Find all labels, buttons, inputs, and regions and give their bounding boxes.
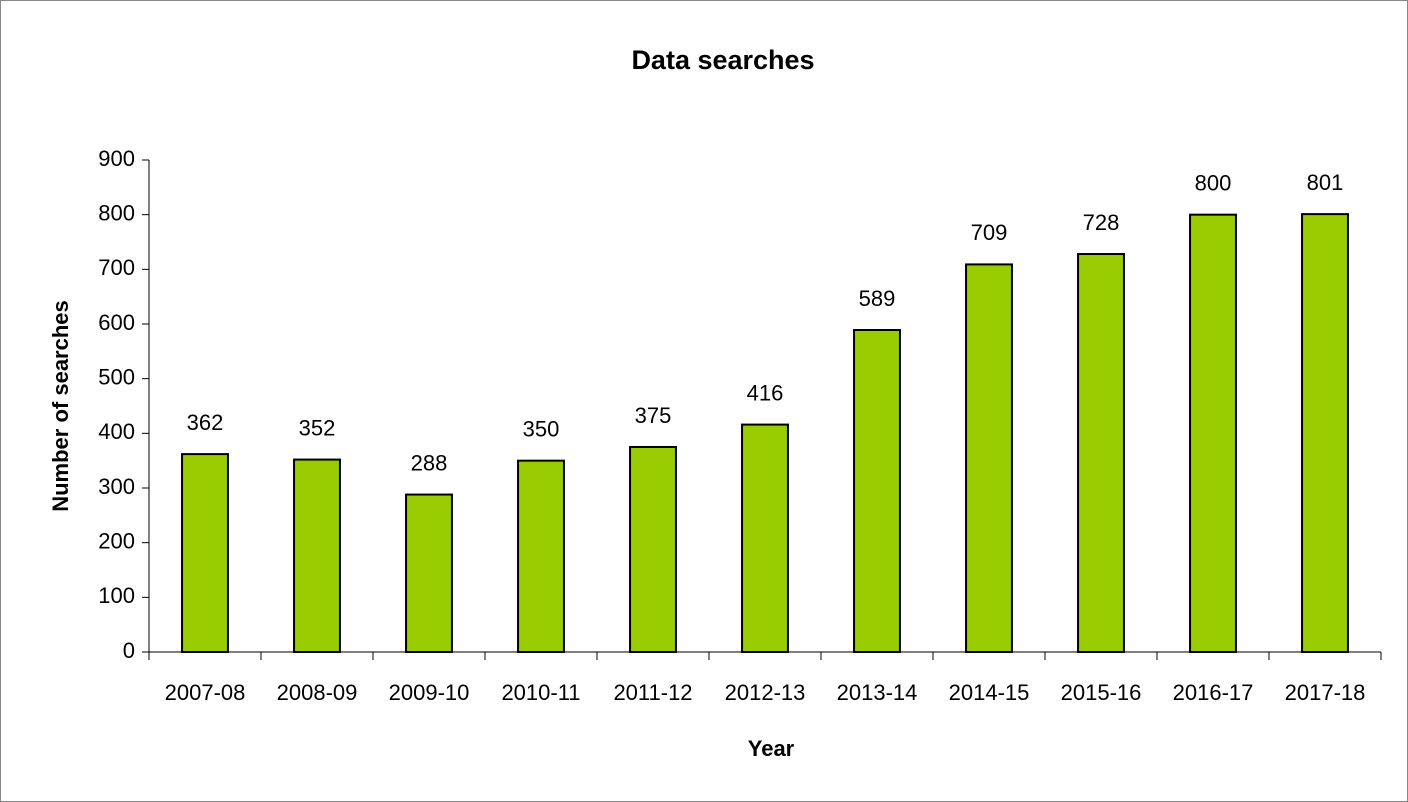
data-label: 350: [523, 416, 560, 441]
y-axis-label: Number of searches: [48, 300, 73, 512]
bar: [741, 423, 789, 653]
data-label: 800: [1195, 170, 1232, 195]
bar: [629, 446, 677, 653]
data-label: 288: [411, 450, 448, 475]
bar: [965, 263, 1013, 653]
x-tick-label: 2015-16: [1061, 680, 1142, 705]
bar: [1189, 213, 1237, 654]
bar: [1301, 213, 1349, 653]
bar: [517, 459, 565, 653]
x-tick-label: 2010-11: [501, 680, 580, 705]
bar: [293, 458, 341, 653]
y-tick-label: 300: [98, 474, 135, 499]
y-tick-label: 400: [98, 419, 135, 444]
y-tick-label: 200: [98, 528, 135, 553]
x-tick-label: 2009-10: [389, 680, 470, 705]
x-tick-label: 2017-18: [1285, 680, 1366, 705]
data-label: 352: [299, 415, 336, 440]
x-tick-label: 2014-15: [949, 680, 1030, 705]
y-tick-label: 700: [98, 255, 135, 280]
y-tick-label: 0: [123, 638, 135, 663]
bar: [181, 453, 229, 653]
bar: [853, 329, 901, 653]
data-label: 728: [1083, 210, 1120, 235]
y-tick-label: 100: [98, 583, 135, 608]
y-tick-label: 900: [98, 146, 135, 171]
bar: [405, 493, 453, 653]
bar: [1077, 253, 1125, 653]
data-label: 375: [635, 403, 672, 428]
chart-title: Data searches: [631, 45, 814, 75]
data-label: 362: [187, 410, 224, 435]
y-tick-label: 600: [98, 310, 135, 335]
data-label: 709: [971, 220, 1008, 245]
x-tick-label: 2011-12: [613, 680, 692, 705]
x-tick-label: 2013-14: [837, 680, 918, 705]
y-tick-label: 800: [98, 200, 135, 225]
x-tick-label: 2012-13: [725, 680, 806, 705]
x-axis-label: Year: [748, 736, 795, 761]
data-label: 416: [747, 380, 784, 405]
x-tick-label: 2008-09: [277, 680, 358, 705]
data-label: 801: [1307, 170, 1344, 195]
x-tick-label: 2007-08: [165, 680, 246, 705]
data-label: 589: [859, 286, 896, 311]
y-tick-label: 500: [98, 364, 135, 389]
x-tick-label: 2016-17: [1173, 680, 1254, 705]
